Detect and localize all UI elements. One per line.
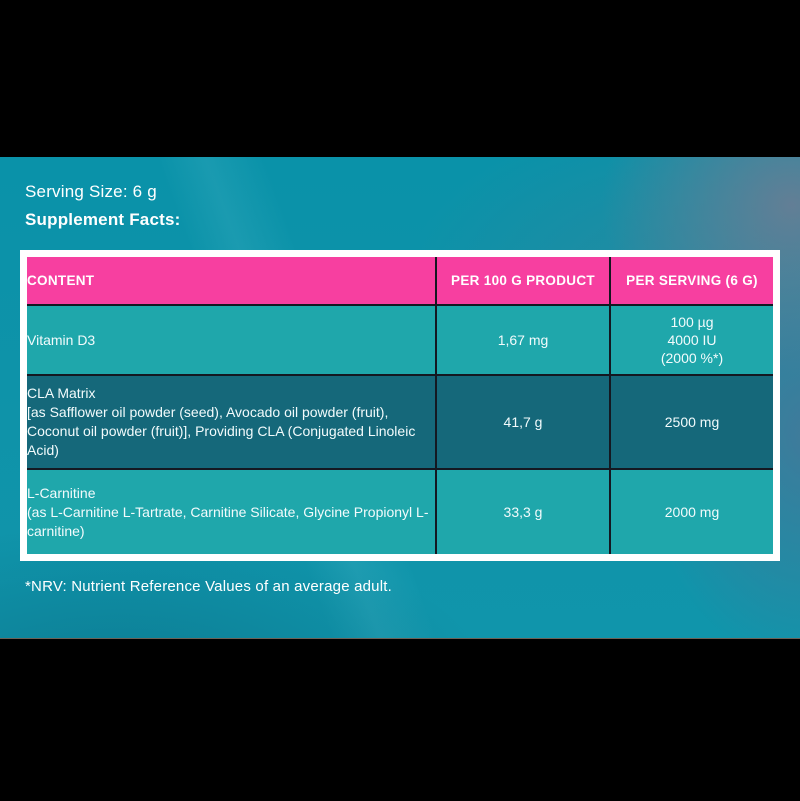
facts-table: CONTENT PER 100 G PRODUCT PER SERVING (6… bbox=[20, 250, 780, 561]
ingredient-description: [as Safflower oil powder (seed), Avocado… bbox=[27, 404, 416, 458]
per-serving-line: (2000 %*) bbox=[660, 350, 724, 366]
table-row-vitamin-d3: Vitamin D3 1,67 mg 100 µg 4000 IU (2000 … bbox=[27, 305, 773, 376]
per-serving-cell: 100 µg 4000 IU (2000 %*) bbox=[610, 305, 773, 376]
column-header-content: CONTENT bbox=[27, 257, 437, 306]
supplement-facts-heading: Supplement Facts: bbox=[25, 210, 181, 229]
supplement-label: Serving Size: 6 g Supplement Facts: CONT… bbox=[0, 157, 800, 638]
table-row-l-carnitine: L-Carnitine (as L-Carnitine L-Tartrate, … bbox=[27, 469, 773, 554]
content-cell: Vitamin D3 bbox=[27, 305, 437, 376]
facts-table-grid: CONTENT PER 100 G PRODUCT PER SERVING (6… bbox=[27, 257, 773, 554]
per-serving-cell: 2000 mg bbox=[610, 469, 773, 554]
letterbox-bottom bbox=[0, 638, 800, 801]
serving-size-text: Serving Size: 6 g bbox=[25, 182, 157, 201]
footnote-text: *NRV: Nutrient Reference Values of an av… bbox=[25, 578, 392, 595]
table-row-cla-matrix: CLA Matrix [as Safflower oil powder (see… bbox=[27, 375, 773, 470]
ingredient-name: CLA Matrix bbox=[27, 385, 96, 401]
table-header-row: CONTENT PER 100 G PRODUCT PER SERVING (6… bbox=[27, 257, 773, 306]
letterbox-top bbox=[0, 0, 800, 157]
per-100g-cell: 33,3 g bbox=[436, 469, 611, 554]
per-100g-cell: 41,7 g bbox=[436, 375, 611, 470]
per-serving-line: 2000 mg bbox=[664, 504, 720, 520]
per-serving-line: 4000 IU bbox=[667, 332, 717, 348]
per-serving-line: 2500 mg bbox=[664, 414, 720, 430]
per-100g-cell: 1,67 mg bbox=[436, 305, 611, 376]
ingredient-description: (as L-Carnitine L-Tartrate, Carnitine Si… bbox=[27, 503, 429, 539]
ingredient-name: L-Carnitine bbox=[27, 484, 96, 501]
column-header-per-100g: PER 100 G PRODUCT bbox=[436, 257, 611, 306]
column-header-per-serving: PER SERVING (6 G) bbox=[610, 257, 773, 306]
content-cell: L-Carnitine (as L-Carnitine L-Tartrate, … bbox=[27, 469, 437, 554]
ingredient-name: Vitamin D3 bbox=[27, 331, 96, 348]
per-serving-line: 100 µg bbox=[670, 314, 714, 330]
per-serving-cell: 2500 mg bbox=[610, 375, 773, 470]
content-cell: CLA Matrix [as Safflower oil powder (see… bbox=[27, 375, 437, 470]
